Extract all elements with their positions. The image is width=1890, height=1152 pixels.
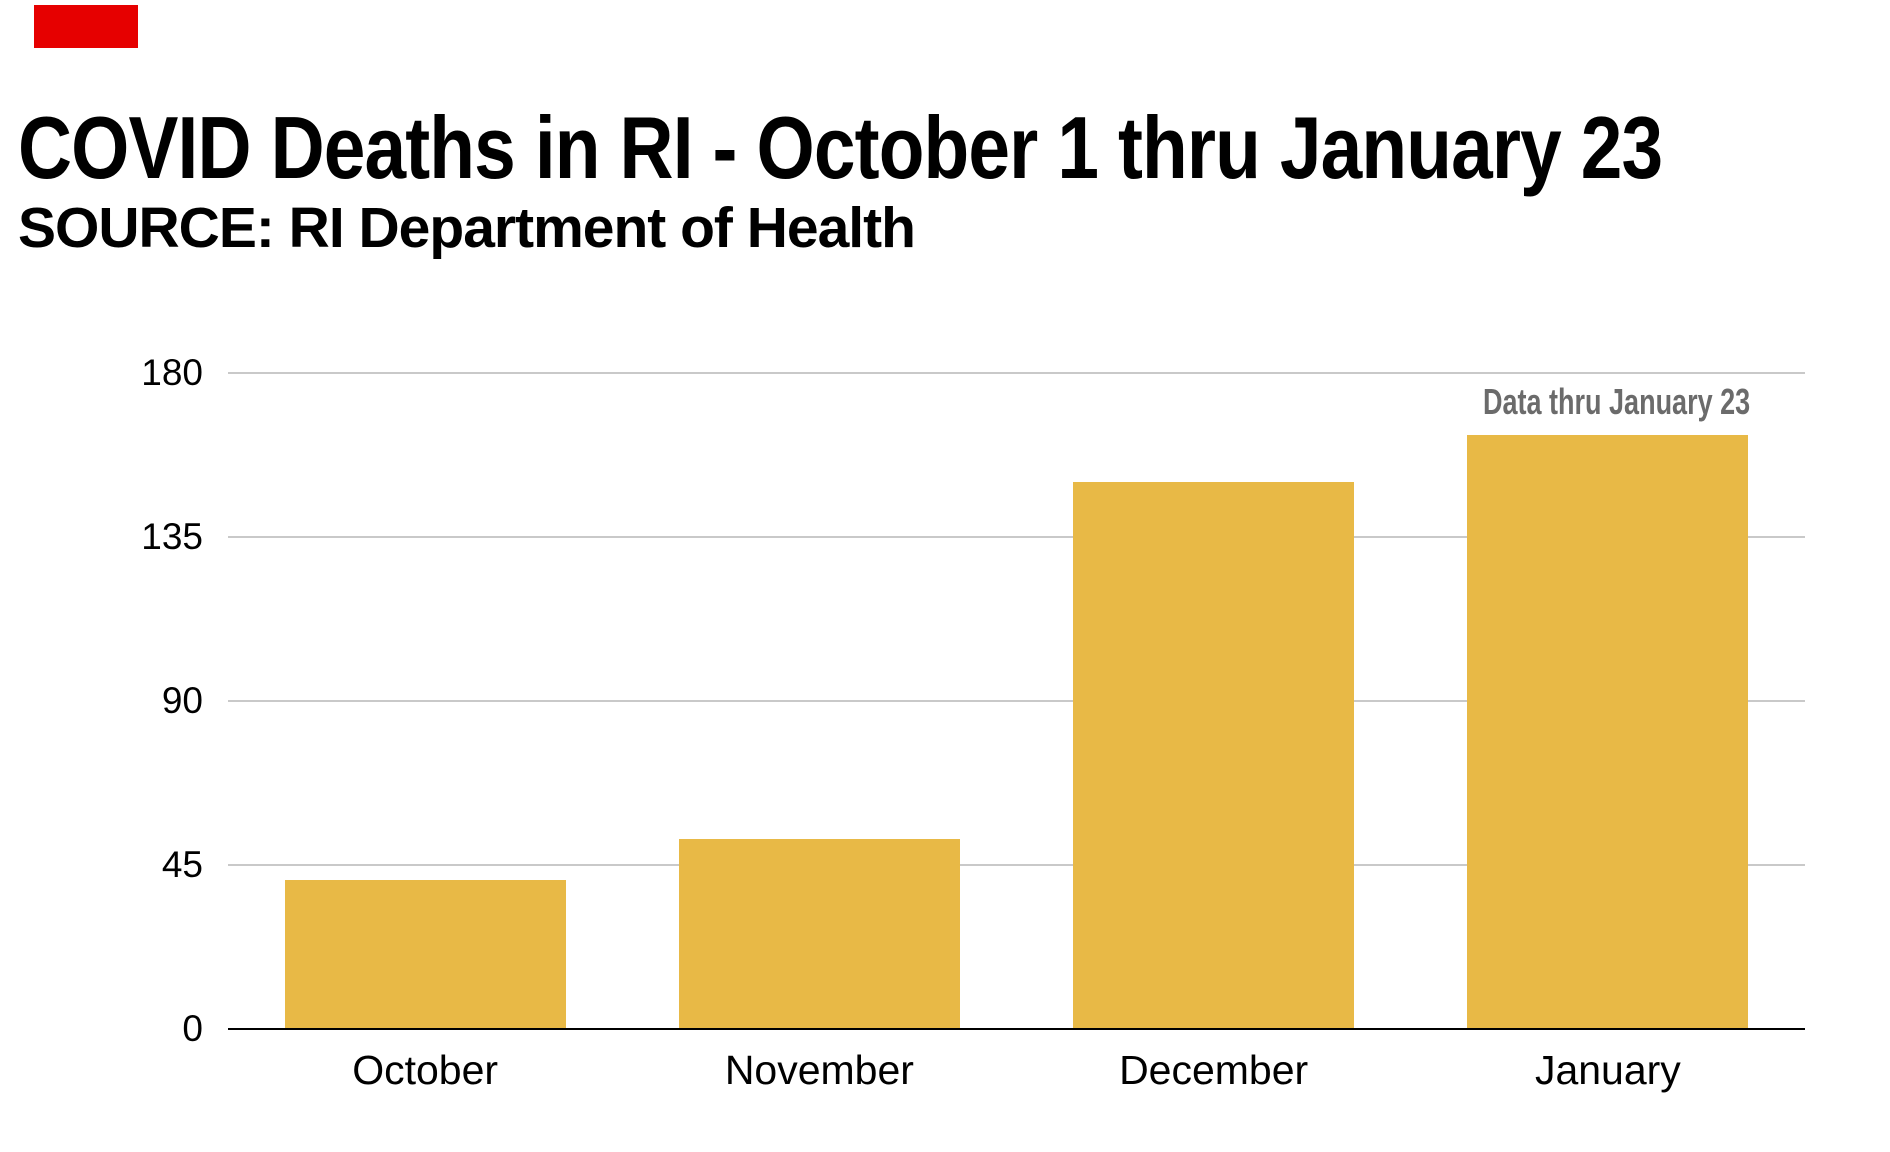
y-axis-tick-0: 0	[182, 1008, 203, 1049]
y-axis-tick-180: 180	[141, 352, 203, 393]
gridline-45	[228, 864, 1805, 866]
bar-october	[284, 879, 566, 1029]
bar-november	[678, 839, 960, 1029]
red-accent-block	[34, 5, 138, 48]
data-thru-annotation: Data thru January 23	[1482, 381, 1750, 422]
x-axis-label-november: November	[724, 1047, 914, 1093]
x-axis-label-december: December	[1119, 1047, 1309, 1093]
y-axis-tick-90: 90	[161, 680, 203, 721]
y-axis-tick-45: 45	[161, 844, 203, 885]
gridline-0	[228, 1028, 1805, 1030]
y-axis-tick-135: 135	[141, 516, 203, 557]
bar-january	[1467, 434, 1749, 1029]
bar-december	[1073, 482, 1355, 1029]
chart-source-subtitle: SOURCE: RI Department of Health	[18, 196, 916, 260]
gridline-135	[228, 536, 1805, 538]
x-axis-label-october: October	[352, 1047, 499, 1093]
chart-title: COVID Deaths in RI - October 1 thru Janu…	[18, 98, 1663, 197]
gridline-180	[228, 372, 1805, 374]
x-axis-label-january: January	[1534, 1047, 1681, 1093]
gridline-90	[228, 700, 1805, 702]
